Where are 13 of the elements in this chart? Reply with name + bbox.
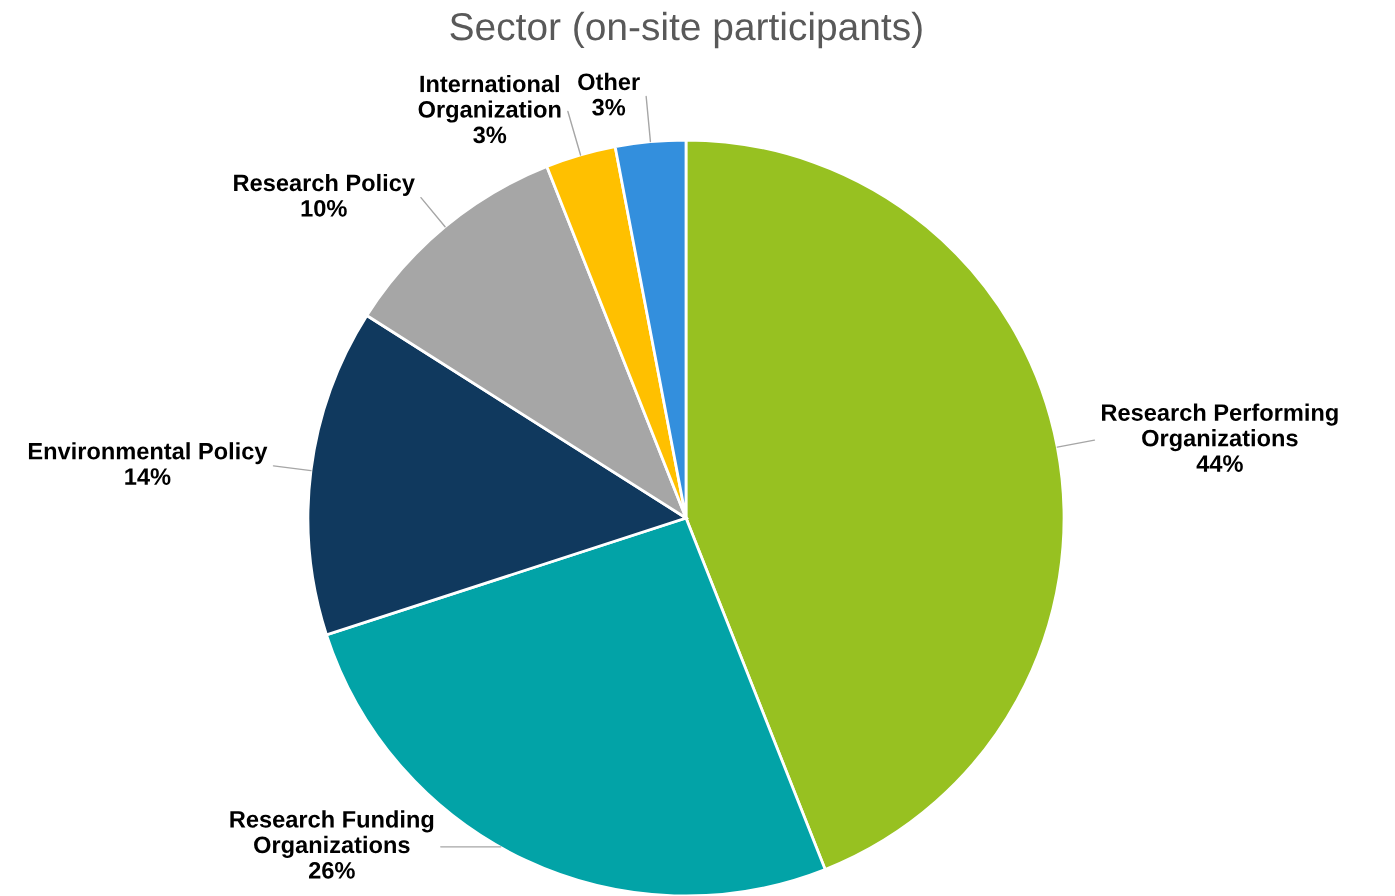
slice-label: Research Performing Organizations: [1102, 403, 1338, 452]
data-label: 14%: [125, 468, 171, 485]
data-label: 10%: [301, 199, 347, 217]
chart-title: Sector (on-site participants): [450, 11, 922, 49]
slice-label: Environmental Policy: [28, 442, 268, 465]
slice-label: Other: [578, 72, 640, 91]
data-label: 44%: [1196, 455, 1243, 472]
data-label: 26%: [308, 862, 355, 879]
slice-label: Research Policy: [234, 173, 415, 196]
data-label: 3%: [592, 98, 626, 116]
data-label: 3%: [473, 126, 507, 144]
slice-label: Research Funding Organizations: [230, 810, 434, 858]
slice-label: International Organization: [418, 74, 561, 123]
